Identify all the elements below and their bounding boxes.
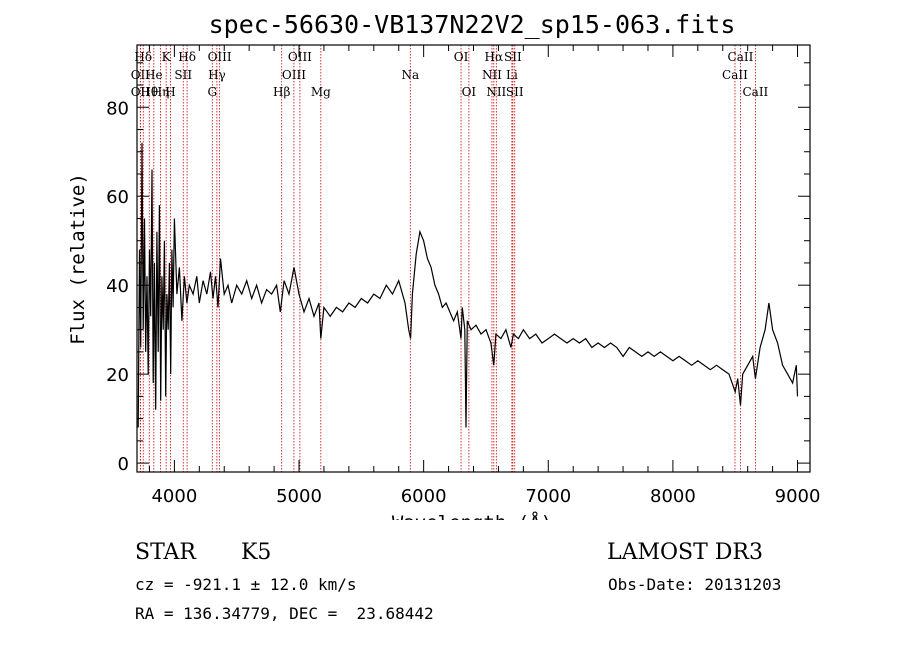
spectral-line-label: G bbox=[207, 85, 217, 99]
plot-frame bbox=[136, 44, 811, 473]
velocity-readout: cz = -921.1 ± 12.0 km/s bbox=[135, 575, 357, 594]
x-tick-label: 6000 bbox=[401, 486, 447, 507]
spectral-line-label: OI bbox=[462, 85, 477, 99]
spectral-line-markers bbox=[139, 45, 756, 472]
survey-name: LAMOST DR3 bbox=[607, 540, 763, 565]
spectral-line-label: Li bbox=[506, 68, 518, 82]
spectral-line-label: OIII bbox=[282, 68, 306, 82]
y-tick-label: 0 bbox=[118, 454, 129, 475]
y-tick-label: 80 bbox=[106, 98, 129, 119]
y-tick-label: 40 bbox=[106, 276, 129, 297]
spectral-line-label: OIII bbox=[288, 50, 312, 64]
spectral-line-label: CaII bbox=[728, 50, 754, 64]
spectral-line-label: Na bbox=[401, 68, 419, 82]
spectral-line-label: NII bbox=[482, 68, 502, 82]
x-tick-label: 4000 bbox=[151, 486, 197, 507]
coordinates: RA = 136.34779, DEC = 23.68442 bbox=[135, 604, 434, 623]
spectral-line-label: Hβ bbox=[273, 85, 290, 99]
obs-date: Obs-Date: 20131203 bbox=[608, 575, 782, 594]
spectral-line-label: OII bbox=[131, 68, 151, 82]
y-tick-label: 60 bbox=[106, 187, 129, 208]
spectral-line-label: OI bbox=[454, 50, 469, 64]
spectral-line-label: NII bbox=[486, 85, 506, 99]
spectral-line-label: CaII bbox=[722, 68, 748, 82]
spectral-line-label: Mg bbox=[311, 85, 331, 99]
x-axis-label: Wavelength (Å) bbox=[392, 511, 552, 520]
y-axis-label: Flux (relative) bbox=[67, 173, 89, 345]
spectral-line-label: Hθ bbox=[140, 85, 158, 99]
spectral-line-label: H bbox=[165, 85, 175, 99]
spectrum-chart: spec-56630-VB137N22V2_sp15-063.fits OII O… bbox=[67, 10, 821, 520]
spectral-line-label: SII bbox=[504, 50, 522, 64]
spectral-line-label: Hδ bbox=[178, 50, 196, 64]
object-subclass: K5 bbox=[241, 540, 272, 565]
spectral-line-label: CaII bbox=[742, 85, 768, 99]
spectral-line-label: Hη bbox=[152, 85, 170, 99]
x-tick-label: 9000 bbox=[775, 486, 821, 507]
x-tick-label: 5000 bbox=[276, 486, 322, 507]
x-tick-label: 8000 bbox=[650, 486, 696, 507]
spectrum-series-line bbox=[137, 142, 799, 428]
spectral-line-labels: OIIOIIHθHδHeHηKHSIIHδGHγOIIIHβOIIIOIIIMg… bbox=[131, 50, 769, 99]
spectral-line-label: OIII bbox=[208, 50, 232, 64]
spectral-line-label: K bbox=[162, 50, 172, 64]
y-axis-ticks: 0 20 40 60 80 bbox=[106, 62, 810, 475]
spectral-line-label: Hα bbox=[485, 50, 504, 64]
spectral-line-label: Hγ bbox=[208, 68, 226, 82]
spectral-line-label: SII bbox=[174, 68, 192, 82]
spectral-line-label: OII bbox=[131, 85, 151, 99]
spectral-line-label: Hδ bbox=[134, 50, 152, 64]
x-axis-ticks: 4000 5000 6000 7000 8000 9000 bbox=[148, 45, 821, 507]
spectral-line-label: He bbox=[145, 68, 163, 82]
spectral-line-label: SII bbox=[506, 85, 524, 99]
object-class: STAR bbox=[135, 540, 196, 565]
x-tick-label: 7000 bbox=[525, 486, 571, 507]
y-tick-label: 20 bbox=[106, 365, 129, 386]
chart-title: spec-56630-VB137N22V2_sp15-063.fits bbox=[209, 10, 736, 39]
